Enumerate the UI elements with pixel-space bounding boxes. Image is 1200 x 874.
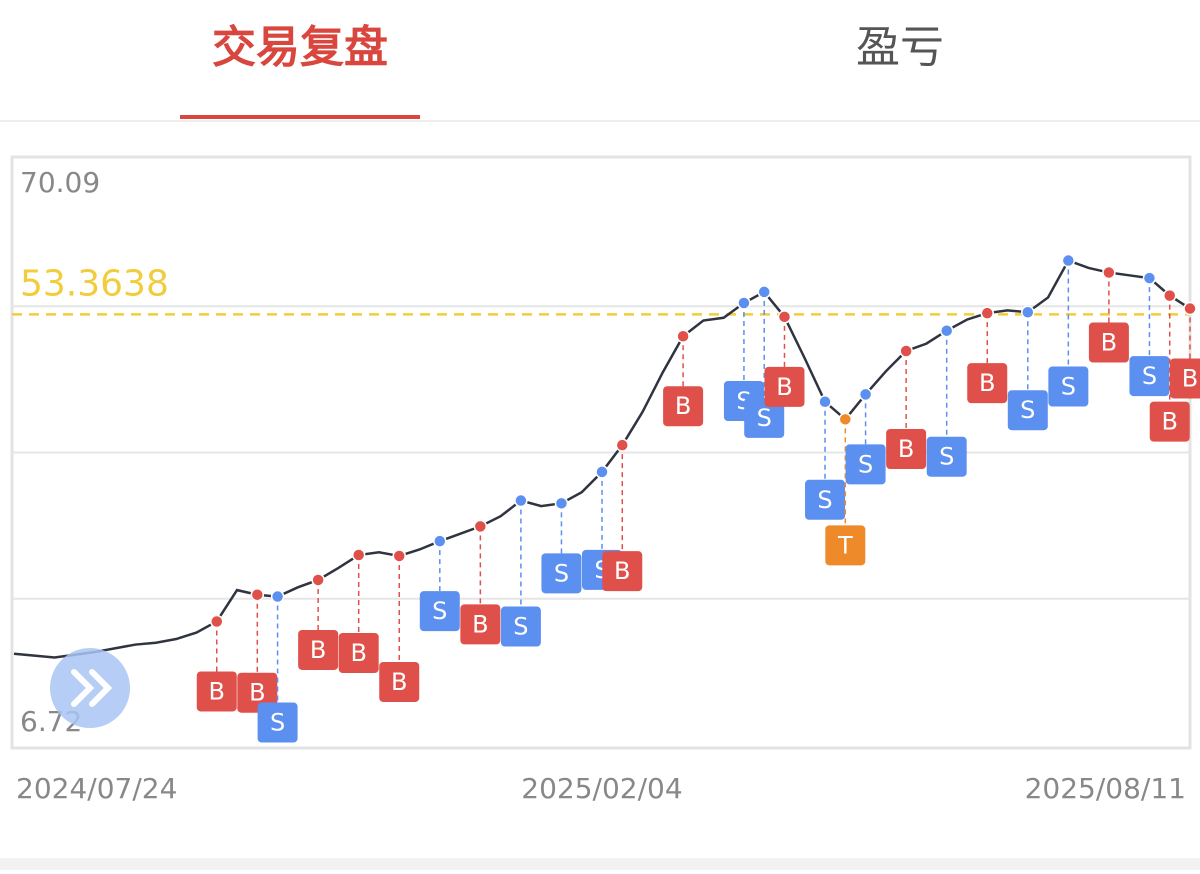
trade-dot xyxy=(1021,305,1035,319)
trade-side: B xyxy=(209,677,225,705)
trade-dot xyxy=(1061,253,1076,268)
trade-badge xyxy=(805,479,846,520)
trade-badge xyxy=(602,551,643,592)
trade-dot xyxy=(615,438,630,452)
tab-underline xyxy=(180,115,420,119)
trade-badge xyxy=(825,525,866,566)
x-tick-label: 2024/07/24 xyxy=(16,772,177,805)
trade-dot xyxy=(473,519,488,534)
trade-side: B xyxy=(979,369,995,397)
trade-badge xyxy=(1088,322,1129,363)
trade-side: S xyxy=(1142,362,1157,390)
trade-dot xyxy=(595,465,609,479)
trade-badge xyxy=(744,397,785,438)
trade-badge xyxy=(338,633,379,674)
trade-side: S xyxy=(939,443,954,471)
x-tick-label: 2025/02/04 xyxy=(521,772,682,805)
trade-dot xyxy=(1183,301,1197,316)
trade-badge xyxy=(379,661,420,702)
trade-badge xyxy=(663,386,704,427)
trade-side: B xyxy=(1161,408,1177,436)
trade-badge xyxy=(541,553,582,594)
trade-badge xyxy=(460,604,501,645)
trade-dot xyxy=(939,323,954,338)
trade-side: B xyxy=(310,636,326,664)
bottom-strip xyxy=(0,858,1200,870)
trade-badge xyxy=(1048,366,1089,407)
trade-badge xyxy=(967,363,1008,404)
expand-button[interactable] xyxy=(50,648,130,728)
trade-dot xyxy=(858,387,873,402)
trade-dot xyxy=(838,412,853,427)
x-tick-label: 2025/08/11 xyxy=(1025,772,1186,805)
trade-dot xyxy=(392,549,406,563)
trade-dot xyxy=(433,534,447,548)
button-icon[interactable] xyxy=(71,669,113,707)
y-tick-label: 70.09 xyxy=(20,166,100,199)
trade-dot xyxy=(980,306,994,320)
trade-dot xyxy=(1162,288,1177,303)
trade-side: S xyxy=(1061,373,1076,401)
trade-dot xyxy=(270,589,285,604)
trade-dot xyxy=(1102,265,1116,280)
trade-badge xyxy=(926,436,967,477)
trade-side: B xyxy=(1182,365,1198,393)
trade-side: B xyxy=(776,373,792,401)
trade-badge xyxy=(298,629,339,670)
trade-badge xyxy=(1129,356,1170,397)
trade-side: B xyxy=(614,557,630,585)
trade-badge xyxy=(500,606,541,647)
trade-side: S xyxy=(432,597,447,625)
trade-side: B xyxy=(1101,329,1117,357)
trade-side: B xyxy=(675,392,691,420)
trade-side: S xyxy=(270,709,285,737)
trade-side: B xyxy=(391,668,407,696)
trade-dot xyxy=(777,310,792,324)
trade-side: B xyxy=(249,679,265,707)
trade-dot xyxy=(554,496,569,511)
trade-side: S xyxy=(513,613,528,641)
trade-dot xyxy=(514,493,528,508)
trade-side: B xyxy=(898,435,914,463)
tab[interactable]: 盈亏 xyxy=(856,22,944,73)
trade-badge xyxy=(845,444,886,485)
trade-badge xyxy=(764,366,805,407)
trade-badge xyxy=(886,428,927,469)
trade-side: B xyxy=(472,610,488,638)
trade-side: B xyxy=(350,639,366,667)
trade-badge xyxy=(1007,390,1048,431)
tab-active[interactable]: 交易复盘 xyxy=(212,22,388,73)
trade-dot xyxy=(210,614,224,629)
trade-dot xyxy=(311,573,325,587)
trade-side: S xyxy=(858,450,873,478)
trade-side: S xyxy=(757,404,772,432)
trade-badge xyxy=(419,591,460,632)
trade-badge xyxy=(196,671,237,712)
trade-side: S xyxy=(554,559,569,587)
trade-dot xyxy=(899,344,913,358)
trade-dot xyxy=(676,329,690,343)
divider xyxy=(0,120,1200,122)
trade-dot xyxy=(818,395,832,409)
trade-badge xyxy=(1149,401,1190,442)
trade-badge xyxy=(1170,358,1200,399)
cost-label: 53.3638 xyxy=(20,263,169,304)
trade-dot xyxy=(757,285,771,299)
trade-side: S xyxy=(1020,396,1035,424)
trade-dot xyxy=(737,296,751,310)
trade-side: T xyxy=(837,531,853,559)
trade-badge xyxy=(257,702,298,743)
trade-dot xyxy=(1142,271,1157,285)
trade-dot xyxy=(351,548,366,562)
trade-dot xyxy=(250,587,265,602)
trade-side: S xyxy=(817,486,832,514)
